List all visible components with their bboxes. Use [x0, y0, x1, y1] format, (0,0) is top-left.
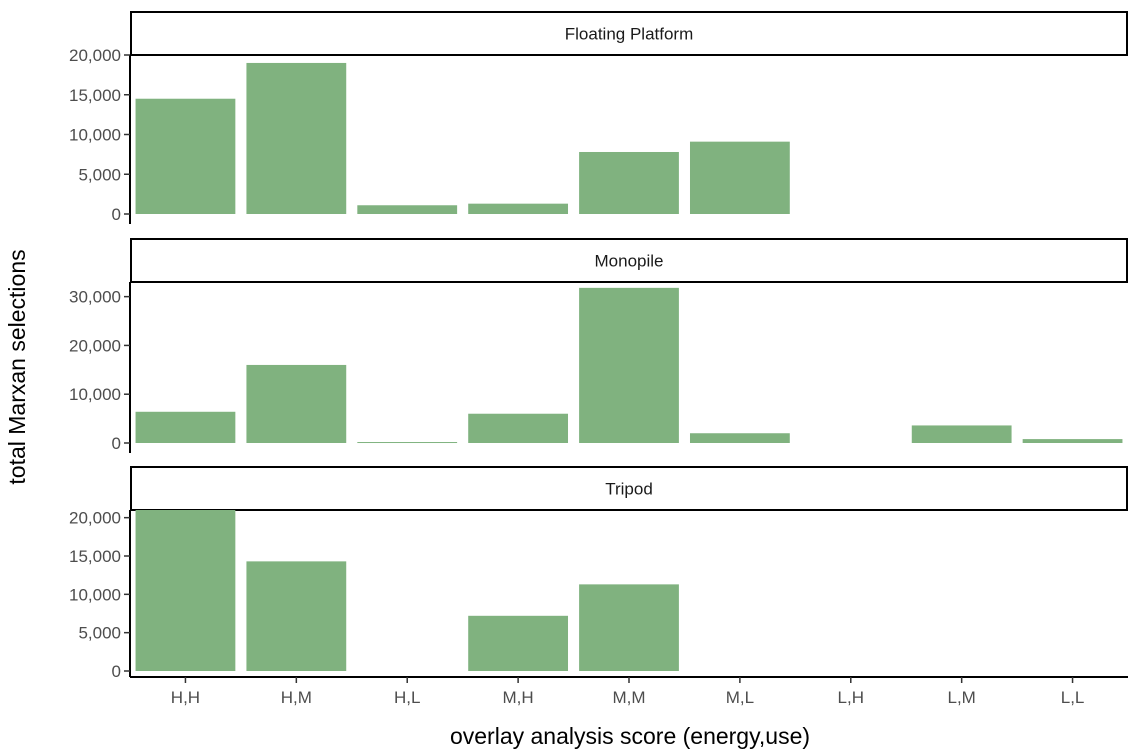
facet-panel: Tripod 0 5,000 10,000 15,000 20,000 [69, 466, 1128, 681]
facet-strip-label: Tripod [605, 480, 653, 499]
y-tick-label: 5,000 [78, 624, 121, 643]
y-tick-label: 20,000 [69, 509, 121, 528]
y-tick-label: 15,000 [69, 547, 121, 566]
bar [689, 433, 790, 443]
y-tick-label: 30,000 [69, 288, 121, 307]
y-tick-label: 10,000 [69, 385, 121, 404]
x-axis-title: overlay analysis score (energy,use) [450, 723, 810, 749]
y-tick-label: 5,000 [78, 165, 121, 184]
y-tick-label: 0 [112, 205, 121, 224]
bar [135, 510, 236, 671]
x-tick-label: H,M [281, 688, 312, 707]
x-tick-label: L,L [1061, 688, 1085, 707]
y-tick-label: 20,000 [69, 46, 121, 65]
x-tick-label: M,H [503, 688, 534, 707]
bar [357, 205, 458, 214]
bar [579, 584, 679, 671]
bar [135, 98, 236, 214]
facet-strip [130, 466, 1128, 511]
y-tick-label: 20,000 [69, 336, 121, 355]
facet-strip [130, 11, 1128, 56]
bar [468, 615, 569, 671]
facet-panel: Floating Platform 0 5,000 10,000 15,000 20,00… [69, 11, 1128, 224]
y-tick-label: 0 [112, 434, 121, 453]
bar [246, 561, 347, 671]
x-tick-label: L,M [947, 688, 975, 707]
bar [689, 141, 790, 214]
x-tick-label: H,L [394, 688, 420, 707]
y-tick-label: 15,000 [69, 86, 121, 105]
facet-strip [130, 238, 1128, 283]
y-tick-label: 0 [112, 662, 121, 681]
x-tick-label: H,H [171, 688, 200, 707]
bar [246, 62, 347, 215]
bar [468, 413, 569, 443]
facet-strip-label: Monopile [595, 252, 664, 271]
y-tick-label: 10,000 [69, 126, 121, 145]
x-tick-label: M,L [726, 688, 754, 707]
bar [357, 442, 458, 444]
bar [468, 203, 569, 214]
y-axis-title: total Marxan selections [4, 249, 30, 484]
facet-strip-label: Floating Platform [565, 25, 694, 44]
facet-panel: Monopile 0 10,000 20,000 30,000 [69, 238, 1128, 453]
bar [911, 425, 1012, 443]
bar [246, 364, 347, 443]
bar [579, 287, 679, 443]
bar [1022, 439, 1123, 443]
x-tick-label: M,M [612, 688, 645, 707]
bar [579, 151, 679, 214]
chart-panels: Floating Platform 0 5,000 10,000 15,000 20,00… [69, 11, 1128, 707]
y-tick-label: 10,000 [69, 585, 121, 604]
x-tick-label: L,H [838, 688, 864, 707]
bar [135, 411, 236, 443]
